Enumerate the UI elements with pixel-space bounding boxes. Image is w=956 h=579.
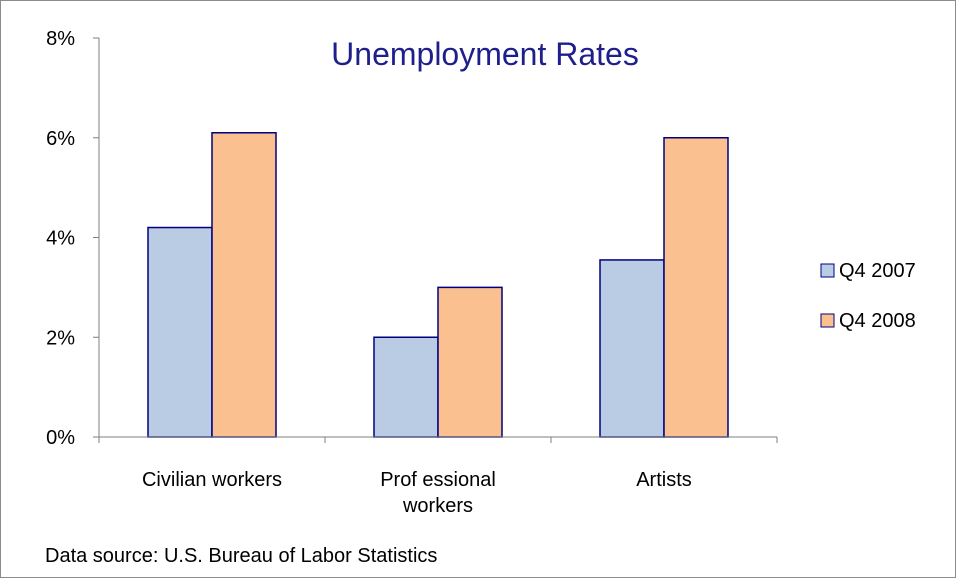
y-tick-label: 6% xyxy=(46,128,75,150)
y-tick-label: 4% xyxy=(46,228,75,250)
y-tick-label: 8% xyxy=(46,28,75,50)
x-category-label-line: workers xyxy=(402,495,473,517)
legend-label-q4-2007: Q4 2007 xyxy=(839,260,916,282)
legend-label-q4-2008: Q4 2008 xyxy=(839,310,916,332)
y-tick-label: 0% xyxy=(46,427,75,449)
x-category-label-line: Civilian workers xyxy=(142,469,282,491)
x-category-label: Civilian workers xyxy=(142,469,282,491)
x-category-label-line: Artists xyxy=(636,469,692,491)
bars-layer xyxy=(147,132,729,438)
legend-swatch-q4-2008 xyxy=(820,313,835,328)
bar-q4-2008-1 xyxy=(437,286,503,438)
x-category-label-line: Prof essional xyxy=(380,469,496,491)
source-note: Data source: U.S. Bureau of Labor Statis… xyxy=(45,545,437,567)
y-tick-label: 2% xyxy=(46,327,75,349)
x-category-label: Artists xyxy=(636,469,692,491)
chart-title: Unemployment Rates xyxy=(331,36,639,72)
bar-q4-2007-0 xyxy=(147,226,213,438)
bar-q4-2008-2 xyxy=(663,137,729,438)
x-labels-layer: Civilian workers Prof essional workers Arti… xyxy=(142,469,692,517)
bar-q4-2007-1 xyxy=(373,336,439,438)
x-category-label: Prof essional workers xyxy=(380,469,496,517)
bar-q4-2007-2 xyxy=(599,259,665,438)
legend: Q4 2007 Q4 2008 xyxy=(820,260,916,332)
bar-q4-2008-0 xyxy=(211,132,277,438)
legend-swatch-q4-2007 xyxy=(820,263,835,278)
ticks-layer: 0% 2% 4% 6% 8% xyxy=(46,28,778,449)
